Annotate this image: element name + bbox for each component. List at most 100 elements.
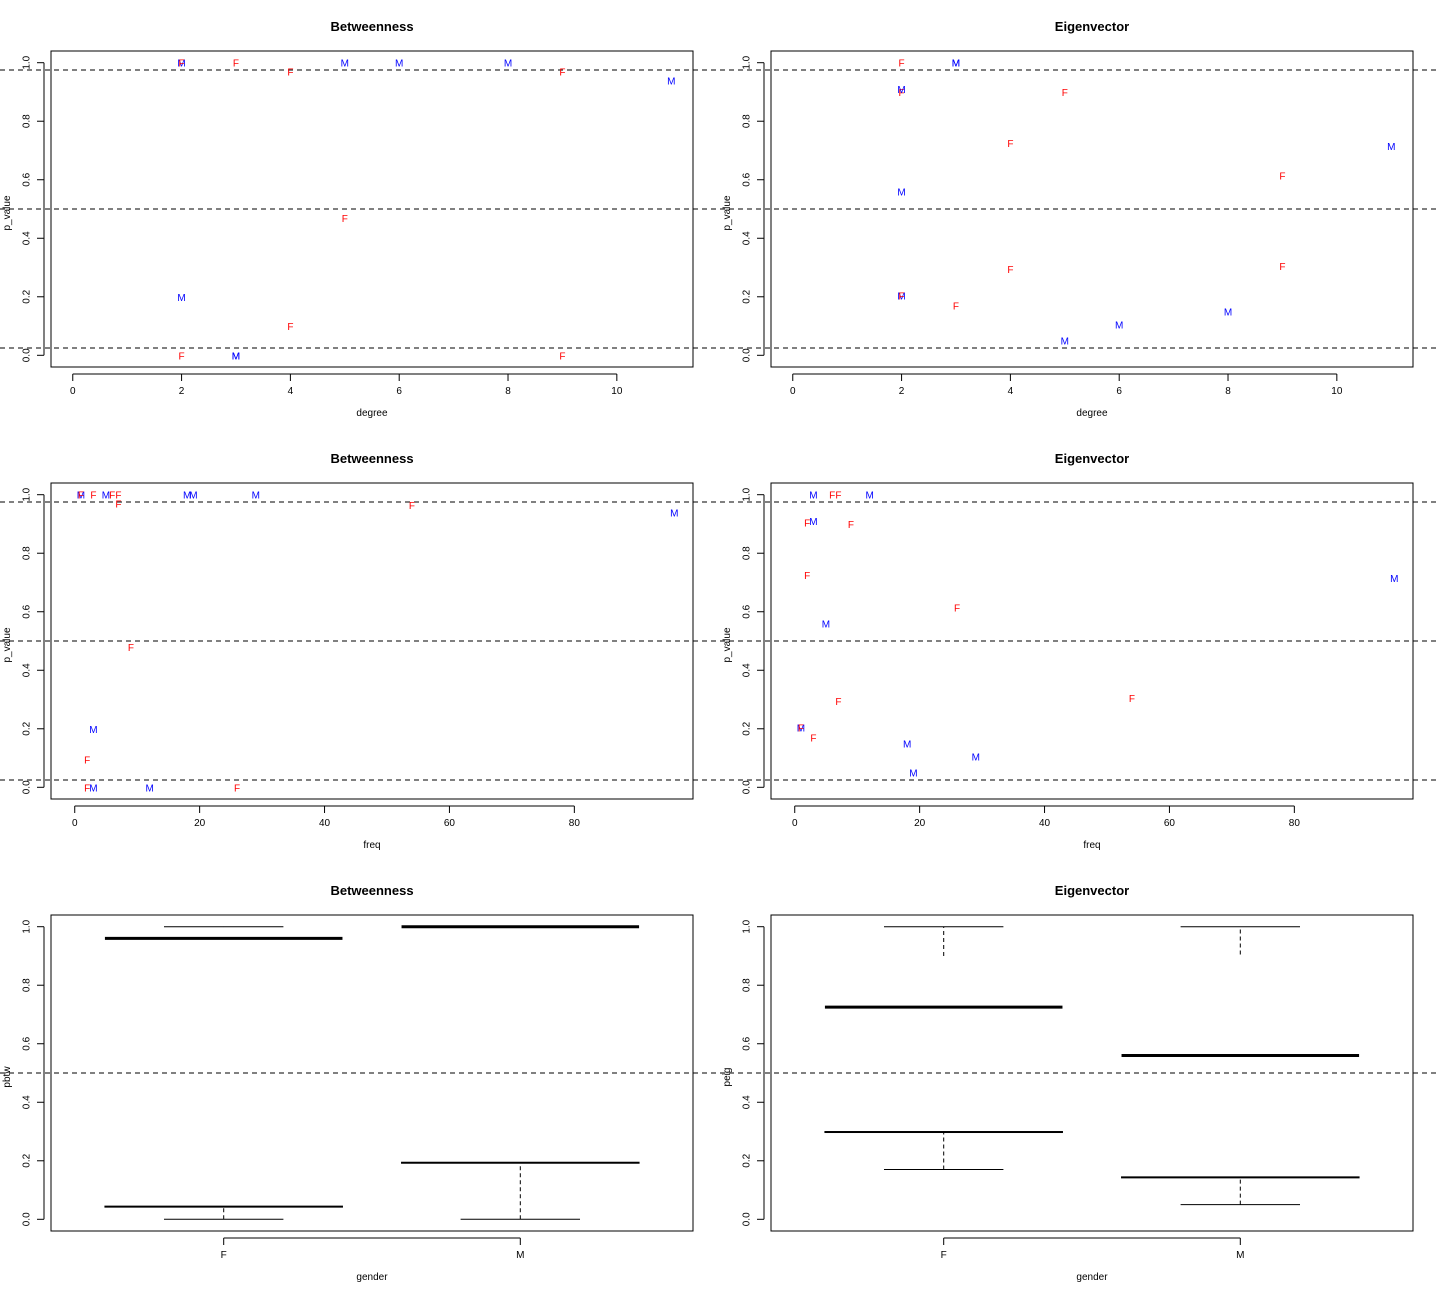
data-point-F: F — [1062, 88, 1068, 99]
data-point-F: F — [287, 67, 293, 78]
y-tick-label: 0.0 — [742, 348, 753, 362]
data-point-M: M — [897, 85, 905, 96]
chart-title: Betweenness — [330, 19, 413, 34]
y-tick-label: 0.2 — [742, 1153, 753, 1167]
x-axis-label: gender — [356, 1272, 388, 1283]
y-axis-label: p_value — [722, 627, 733, 662]
y-tick-label: 1.0 — [742, 919, 753, 933]
data-point-M: M — [177, 293, 185, 304]
x-tick-label: 4 — [288, 386, 294, 397]
data-point-F: F — [899, 88, 905, 99]
data-point-M: M — [897, 291, 905, 302]
data-point-F: F — [234, 783, 240, 794]
y-tick-label: 0.2 — [22, 1153, 33, 1167]
y-tick-label: 0.8 — [742, 114, 753, 128]
x-tick-label: 6 — [396, 386, 402, 397]
y-tick-label: 0.8 — [742, 546, 753, 560]
x-tick-label: 80 — [1289, 818, 1301, 829]
data-point-M: M — [1061, 337, 1069, 348]
data-point-F: F — [84, 783, 90, 794]
y-tick-label: 1.0 — [742, 487, 753, 501]
data-point-F: F — [179, 351, 185, 362]
x-tick-label: F — [941, 1250, 947, 1261]
box-M — [1121, 926, 1360, 1206]
data-point-M: M — [89, 725, 97, 736]
x-tick-label: 0 — [70, 386, 76, 397]
y-axis-label: pbtw — [2, 1066, 13, 1088]
y-axis-label: p_value — [2, 195, 13, 230]
x-axis-label: freq — [1083, 840, 1100, 851]
data-point-F: F — [78, 491, 84, 502]
y-tick-label: 0.2 — [22, 721, 33, 735]
data-point-M: M — [822, 619, 830, 630]
x-tick-label: 2 — [179, 386, 185, 397]
y-tick-label: 0.4 — [742, 1095, 753, 1109]
data-point-M: M — [252, 491, 260, 502]
data-point-M: M — [183, 491, 191, 502]
x-tick-label: 20 — [194, 818, 206, 829]
data-point-M: M — [667, 76, 675, 87]
x-tick-label: 0 — [792, 818, 798, 829]
data-point-F: F — [287, 322, 293, 333]
y-tick-label: 0.8 — [742, 978, 753, 992]
chart-title: Betweenness — [330, 883, 413, 898]
x-tick-label: 10 — [1331, 386, 1343, 397]
x-tick-label: 40 — [319, 818, 331, 829]
x-tick-label: 6 — [1116, 386, 1122, 397]
iqr-box — [1121, 1176, 1360, 1179]
data-point-F: F — [848, 520, 854, 531]
y-axis-label: p_value — [2, 627, 13, 662]
y-tick-label: 0.4 — [742, 663, 753, 677]
data-point-M: M — [866, 491, 874, 502]
data-point-M: M — [797, 723, 805, 734]
data-point-M: M — [897, 187, 905, 198]
x-tick-label: 2 — [899, 386, 905, 397]
chart-title: Eigenvector — [1055, 883, 1129, 898]
x-tick-label: F — [221, 1250, 227, 1261]
data-point-F: F — [954, 603, 960, 614]
y-tick-label: 0.4 — [742, 231, 753, 245]
x-tick-label: 40 — [1039, 818, 1051, 829]
y-tick-label: 0.6 — [742, 604, 753, 618]
y-tick-label: 0.8 — [22, 114, 33, 128]
box-F — [824, 926, 1063, 1171]
y-tick-label: 0.4 — [22, 1095, 33, 1109]
y-tick-label: 0.0 — [22, 1212, 33, 1226]
data-point-M: M — [670, 508, 678, 519]
box-F — [104, 926, 343, 1220]
data-point-F: F — [1279, 171, 1285, 182]
y-axis-label: p_value — [722, 195, 733, 230]
y-tick-label: 0.2 — [742, 721, 753, 735]
y-tick-label: 0.0 — [22, 780, 33, 794]
y-tick-label: 1.0 — [742, 55, 753, 69]
chart-title: Eigenvector — [1055, 19, 1129, 34]
data-point-M: M — [909, 769, 917, 780]
data-point-M: M — [341, 59, 349, 70]
data-point-F: F — [115, 499, 121, 510]
chart-panel-betw-gender: Betweenness gender pbtw 0.0 0.2 0.4 0.6 0.8 1.0 F… — [0, 883, 720, 1283]
x-tick-label: 80 — [569, 818, 581, 829]
x-tick-label: 10 — [611, 386, 623, 397]
data-point-M: M — [177, 59, 185, 70]
y-tick-label: 0.0 — [742, 1212, 753, 1226]
chart-title: Eigenvector — [1055, 451, 1129, 466]
x-tick-label: 8 — [1225, 386, 1231, 397]
y-tick-label: 0.6 — [22, 604, 33, 618]
x-axis-label: freq — [363, 840, 380, 851]
y-tick-label: 0.6 — [742, 1036, 753, 1050]
data-point-M: M — [504, 59, 512, 70]
data-point-M: M — [1115, 321, 1123, 332]
data-point-M: M — [809, 491, 817, 502]
data-point-F: F — [1007, 139, 1013, 150]
x-axis-label: degree — [356, 408, 388, 419]
data-point-M: M — [232, 351, 240, 362]
data-point-F: F — [798, 723, 804, 734]
data-point-M: M — [102, 491, 110, 502]
chart-panel-betw-freq: Betweenness freq p_value 0.0 0.2 0.4 0.6 0.8 1.0… — [0, 451, 720, 851]
y-tick-label: 0.4 — [22, 663, 33, 677]
iqr-box — [824, 1131, 1063, 1134]
x-tick-label: M — [1236, 1250, 1244, 1261]
y-tick-label: 0.8 — [22, 546, 33, 560]
